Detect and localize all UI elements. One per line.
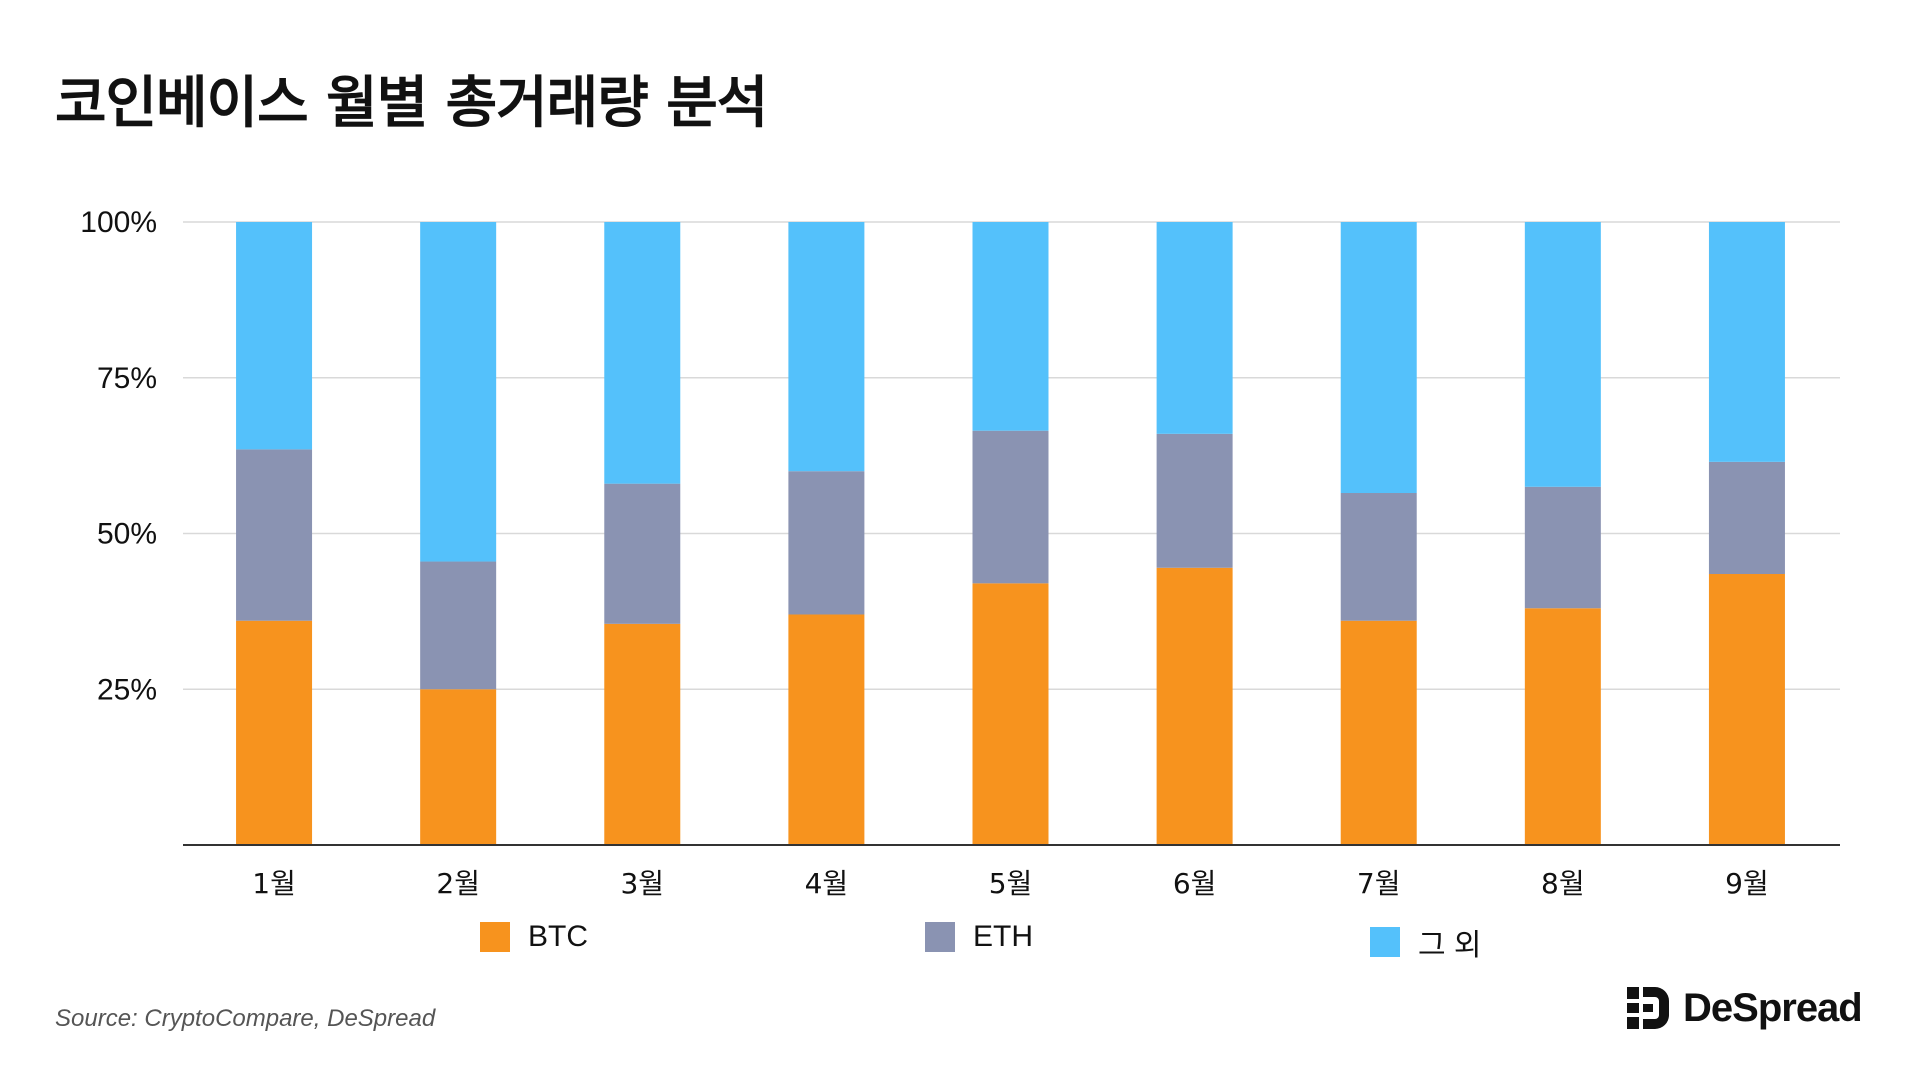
x-tick-label: 8월 — [1541, 867, 1585, 900]
bar-eth — [788, 471, 865, 615]
bar-btc — [1524, 608, 1601, 845]
bar-eth — [1708, 461, 1785, 574]
legend-swatch-btc — [480, 922, 510, 952]
legend-label-eth: ETH — [973, 920, 1033, 953]
legend-label-other: 그 외 — [1418, 929, 1482, 962]
bar-btc — [1156, 567, 1233, 845]
x-tick-label: 9월 — [1725, 867, 1769, 900]
bar-btc — [420, 689, 497, 845]
x-tick-label: 7월 — [1357, 867, 1401, 900]
stacked-bar-chart: 100% 75% 50% 25% 1월 2월 3월 4월 5월 6월 7월 8월 9월 — [80, 206, 1840, 900]
bars — [236, 222, 1785, 845]
x-tick-label: 6월 — [1173, 867, 1217, 900]
chart-title: 코인베이스 월별 총거래량 분석 — [55, 71, 768, 136]
bar-btc — [604, 623, 681, 845]
x-tick-label: 4월 — [805, 867, 849, 900]
x-tick-label: 3월 — [620, 867, 664, 900]
legend: BTC ETH 그 외 — [0, 920, 1920, 970]
y-tick-label: 100% — [80, 206, 157, 239]
bar-eth — [604, 483, 681, 624]
legend-swatch-other — [1370, 927, 1400, 957]
bar-btc — [788, 614, 865, 845]
legend-item-btc: BTC — [480, 920, 588, 954]
bar-other — [788, 222, 865, 472]
legend-item-other: 그 외 — [1370, 920, 1482, 964]
bar-eth — [972, 430, 1049, 584]
x-tick-label: 1월 — [252, 867, 296, 900]
x-tick-label: 5월 — [989, 867, 1033, 900]
bar-other — [420, 222, 497, 562]
bar-other — [1708, 222, 1785, 462]
bar-eth — [1524, 486, 1601, 609]
legend-item-eth: ETH — [925, 920, 1033, 954]
bar-other — [1156, 222, 1233, 434]
bar-eth — [1156, 433, 1233, 568]
bar-btc — [972, 583, 1049, 845]
y-tick-label: 75% — [97, 362, 157, 395]
bar-btc — [236, 620, 313, 845]
bar-other — [236, 222, 313, 450]
x-tick-label: 2월 — [436, 867, 480, 900]
brand-name: DeSpread — [1683, 985, 1863, 1030]
bar-other — [1340, 222, 1417, 494]
legend-label-btc: BTC — [528, 920, 588, 953]
bar-other — [604, 222, 681, 484]
source-note: Source: CryptoCompare, DeSpread — [55, 1005, 436, 1032]
bar-other — [1524, 222, 1601, 487]
brand-logo: DeSpread — [1625, 985, 1863, 1031]
x-axis-ticks: 1월 2월 3월 4월 5월 6월 7월 8월 9월 — [252, 867, 1768, 900]
bar-other — [972, 222, 1049, 431]
bar-btc — [1340, 620, 1417, 845]
bar-btc — [1708, 573, 1785, 845]
despread-logo-icon — [1627, 987, 1669, 1029]
y-tick-label: 25% — [97, 673, 157, 706]
y-axis-ticks: 100% 75% 50% 25% — [80, 206, 157, 706]
bar-eth — [236, 449, 313, 621]
legend-swatch-eth — [925, 922, 955, 952]
y-tick-label: 50% — [97, 518, 157, 551]
bar-eth — [1340, 493, 1417, 621]
bar-eth — [420, 561, 497, 690]
